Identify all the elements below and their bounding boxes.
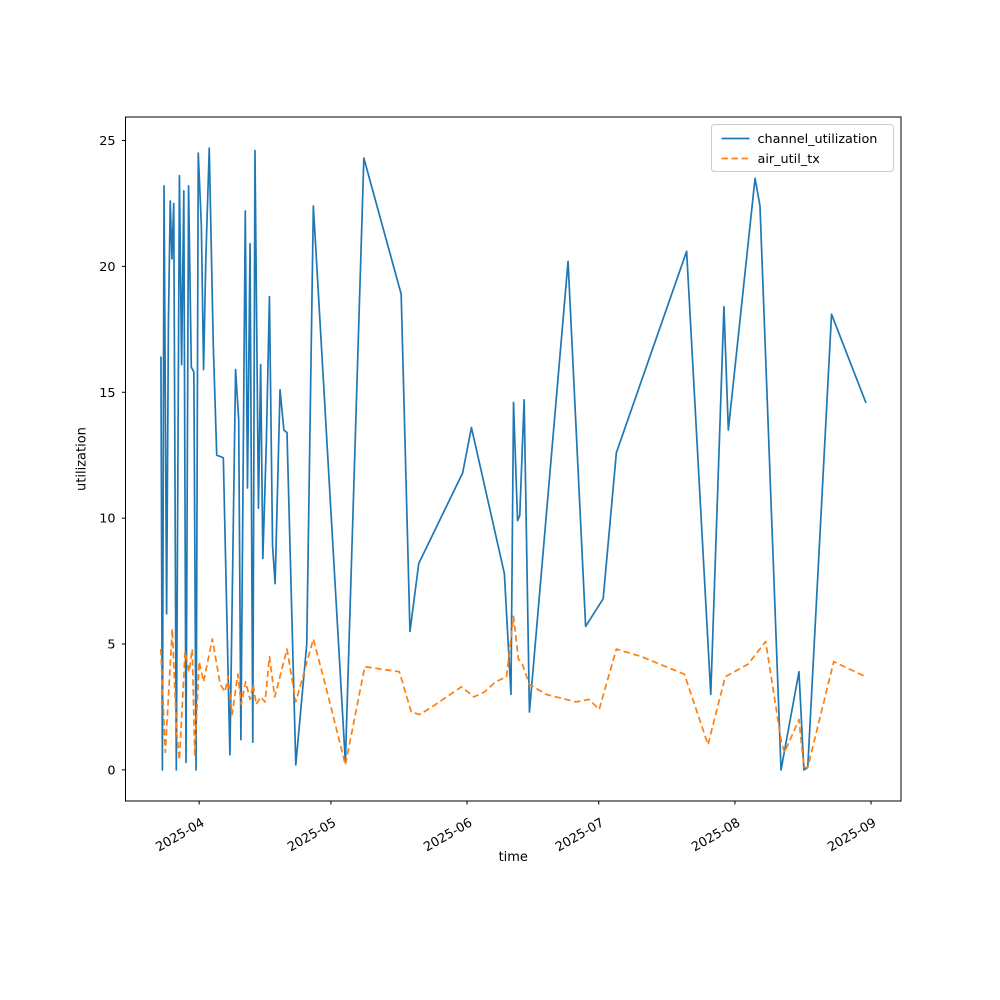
legend-label-channel_utilization: channel_utilization <box>758 132 878 147</box>
x-tick-label-2: 2025-06 <box>421 815 475 855</box>
y-tick-label-0: 0 <box>107 763 115 778</box>
x-tick-label-0: 2025-04 <box>153 815 207 855</box>
x-tick-label-4: 2025-08 <box>689 815 743 855</box>
legend-label-air_util_tx: air_util_tx <box>758 152 821 167</box>
series-line-channel_utilization <box>160 147 867 771</box>
x-tick-label-1: 2025-05 <box>285 815 339 855</box>
legend: channel_utilization air_util_tx <box>711 124 894 172</box>
x-tick-label-3: 2025-07 <box>553 815 607 855</box>
y-tick-label-1: 5 <box>107 638 115 653</box>
y-tick-label-5: 25 <box>99 134 115 149</box>
series-line-air_util_tx <box>159 615 867 769</box>
y-axis-label: utilization <box>75 427 90 491</box>
x-tick-label-5: 2025-09 <box>825 815 879 855</box>
y-tick-label-3: 15 <box>99 386 115 401</box>
y-tick-label-2: 10 <box>99 512 115 527</box>
x-axis-label: time <box>499 850 528 865</box>
y-tick-label-4: 20 <box>99 260 115 275</box>
axes-spines <box>125 116 902 802</box>
legend-box <box>711 124 894 172</box>
